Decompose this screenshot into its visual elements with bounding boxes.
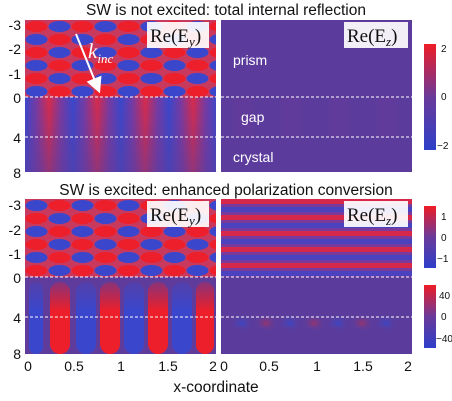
panel-label-bg [344,201,408,227]
colorbar-tick: 0 [441,233,447,244]
y-tick: 0 [13,270,21,286]
x-tick: 1 [313,358,321,374]
x-tick: 0 [24,358,32,374]
region-label-gap: gap [241,109,265,125]
panel-label-ey: Re(Ey) [150,26,201,49]
y-tick: 0 [13,90,21,106]
x-tick: 0.5 [259,358,279,374]
colorbar-tick: 1 [441,212,447,223]
region-label-prism: prism [233,52,267,68]
y-tick: -2 [9,41,22,57]
y-tick: -2 [9,222,22,238]
panel-label-bg [147,22,209,48]
top-title: SW is not excited: total internal reflec… [86,2,366,19]
x-tick: 1 [117,358,125,374]
y-axis-bottom: -3 -2 -1 0 4 8 [9,197,22,362]
panel-bottom-left-ey: Re(Ey) [25,199,216,354]
colorbar-tick: −1 [437,254,449,265]
panel-label-ey: Re(Ey) [150,205,201,228]
bottom-title: SW is excited: enhanced polarization con… [59,182,392,199]
panel-label-bg [147,201,209,227]
y-tick: 4 [13,130,21,146]
x-tick: 1.5 [158,358,178,374]
x-axis-label: x-coordinate [173,379,258,396]
colorbar-tick: 0 [441,92,447,103]
colorbar-tick: −2 [437,141,449,152]
colorbar-tick: 40 [439,291,451,302]
x-axis-right: 0 0.5 1 1.5 2 [220,358,412,374]
y-tick: -3 [9,197,22,213]
x-tick: 0 [220,358,228,374]
panel-top-right-ez: prism gap crystal Re(Ez) [221,20,412,172]
colorbar-tick: 0 [441,312,447,323]
y-tick: 4 [13,310,21,326]
y-tick: 8 [13,165,21,181]
panel-label-ez: Re(Ez) [347,26,397,49]
colorbar-tick: 2 [441,44,447,55]
x-tick: 2 [404,358,412,374]
colorbar-top: 2 0 −2 [424,44,449,152]
k-inc-label: kinc [88,39,113,66]
k-inc-arrow [75,33,102,94]
panel-top-left-ey: kinc Re(Ey) [25,20,216,172]
x-axis-left: 0 0.5 1 1.5 2 [24,358,217,374]
colorbar-tick: −40 [436,334,452,345]
x-tick: 0.5 [64,358,84,374]
panel-label-bg [344,22,408,48]
y-axis-top: -3 -2 -1 0 4 8 [9,17,22,181]
colorbar-bottom-upper: 1 0 −1 [424,206,449,268]
y-tick: -1 [9,246,22,262]
panel-bottom-right-ez: Re(Ez) [221,199,412,354]
x-tick: 1.5 [353,358,373,374]
x-tick: 2 [209,358,217,374]
panel-label-ez: Re(Ez) [347,205,397,228]
y-tick: -3 [9,17,22,33]
region-label-crystal: crystal [233,149,273,165]
y-tick: -1 [9,66,22,82]
y-tick: 8 [13,346,21,362]
colorbar-bottom-lower: 40 0 −40 [424,285,452,348]
